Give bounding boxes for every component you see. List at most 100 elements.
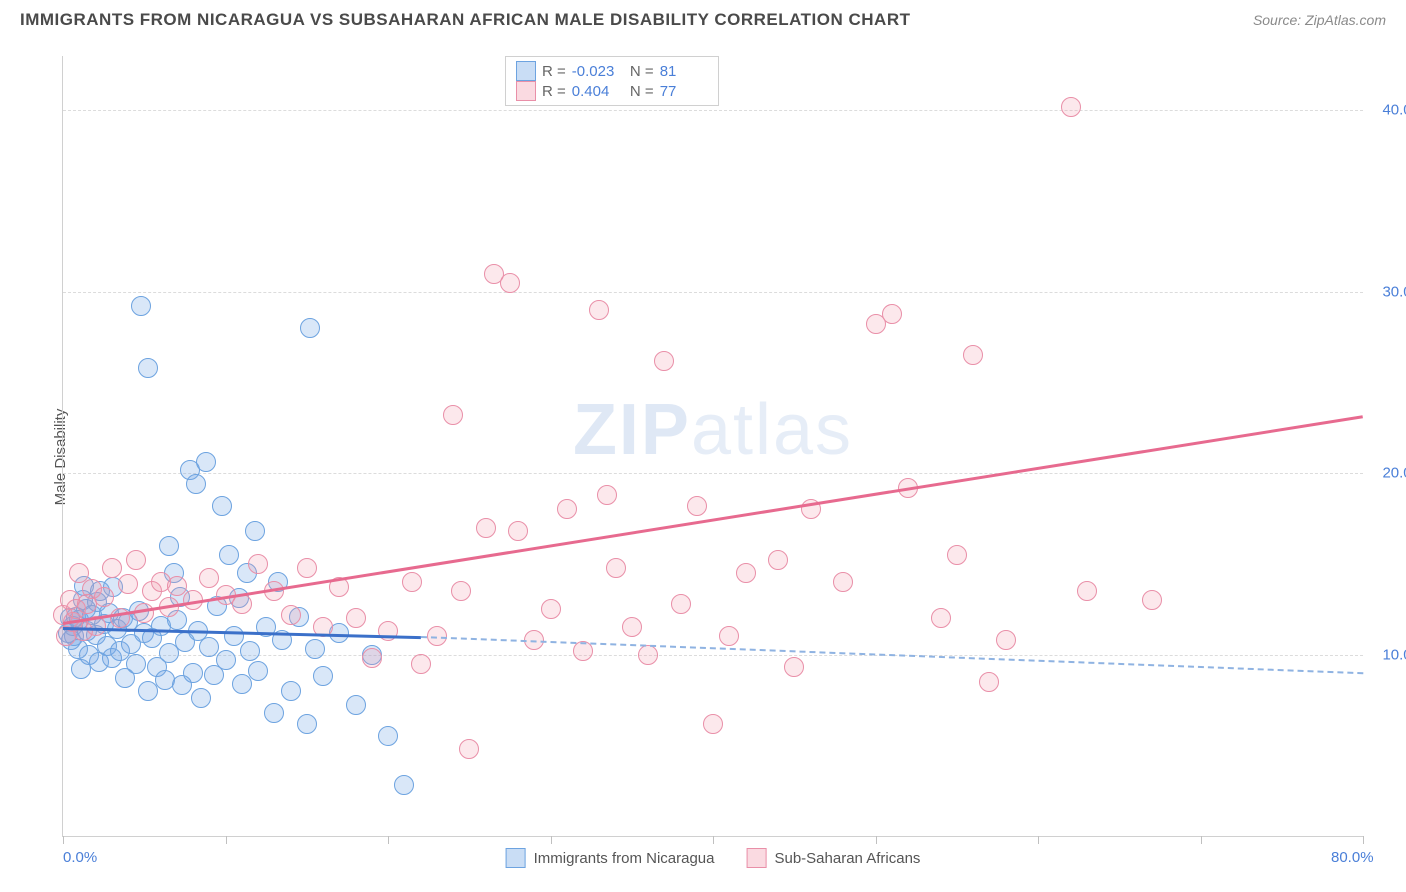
scatter-point [1077,581,1097,601]
watermark-atlas: atlas [691,390,853,470]
scatter-point [281,605,301,625]
chart-container: Male Disability ZIPatlas R = -0.023 N = … [20,42,1386,872]
scatter-point [719,626,739,646]
scatter-point [443,405,463,425]
x-tick [1038,836,1039,844]
scatter-point [402,572,422,592]
scatter-point [191,688,211,708]
scatter-point [248,554,268,574]
scatter-point [199,568,219,588]
scatter-point [671,594,691,614]
stats-n-pink: 77 [660,83,708,100]
scatter-point [931,608,951,628]
scatter-point [297,714,317,734]
stats-row-blue: R = -0.023 N = 81 [516,61,708,81]
scatter-point [541,599,561,619]
scatter-point [411,654,431,674]
scatter-point [102,558,122,578]
y-tick-label: 10.0% [1382,646,1406,663]
swatch-pink-icon [516,81,536,101]
legend-label-blue: Immigrants from Nicaragua [534,850,715,867]
x-tick [388,836,389,844]
scatter-point [508,521,528,541]
x-tick [1363,836,1364,844]
scatter-point [606,558,626,578]
scatter-point [138,681,158,701]
scatter-point [167,576,187,596]
scatter-point [451,581,471,601]
scatter-point [134,603,154,623]
x-tick [63,836,64,844]
x-tick [713,836,714,844]
source-label: Source: [1253,12,1301,28]
bottom-legend: Immigrants from Nicaragua Sub-Saharan Af… [506,848,921,868]
scatter-point [264,703,284,723]
scatter-point [94,587,114,607]
y-tick-label: 20.0% [1382,465,1406,482]
plot-area: ZIPatlas R = -0.023 N = 81 R = 0.404 N =… [62,56,1363,837]
scatter-point [394,775,414,795]
scatter-point [300,318,320,338]
stats-r-blue: -0.023 [572,63,620,80]
legend-label-pink: Sub-Saharan Africans [774,850,920,867]
scatter-point [224,626,244,646]
scatter-point [232,674,252,694]
legend-swatch-blue-icon [506,848,526,868]
scatter-point [622,617,642,637]
scatter-point [996,630,1016,650]
scatter-point [500,273,520,293]
x-tick [551,836,552,844]
scatter-point [833,572,853,592]
scatter-point [378,621,398,641]
scatter-point [212,496,232,516]
scatter-point [589,300,609,320]
gridline [63,110,1363,111]
chart-title: IMMIGRANTS FROM NICARAGUA VS SUBSAHARAN … [20,10,910,30]
chart-header: IMMIGRANTS FROM NICARAGUA VS SUBSAHARAN … [0,0,1406,36]
scatter-point [476,518,496,538]
scatter-point [703,714,723,734]
scatter-point [281,681,301,701]
x-tick [1201,836,1202,844]
x-tick-label: 0.0% [63,849,97,866]
watermark-zip: ZIP [573,390,691,470]
scatter-point [947,545,967,565]
scatter-point [183,663,203,683]
scatter-point [654,351,674,371]
swatch-blue-icon [516,61,536,81]
x-tick [226,836,227,844]
gridline [63,292,1363,293]
scatter-point [131,296,151,316]
scatter-point [216,650,236,670]
watermark: ZIPatlas [573,389,853,471]
correlation-stats-box: R = -0.023 N = 81 R = 0.404 N = 77 [505,56,719,106]
scatter-point [882,304,902,324]
scatter-point [297,558,317,578]
scatter-point [126,550,146,570]
stats-n-label: N = [626,63,654,80]
scatter-point [240,641,260,661]
source-attribution: Source: ZipAtlas.com [1253,12,1386,28]
scatter-point [736,563,756,583]
scatter-point [118,574,138,594]
scatter-point [687,496,707,516]
source-name: ZipAtlas.com [1305,12,1386,28]
stats-n-label-2: N = [626,83,654,100]
gridline [63,473,1363,474]
scatter-point [638,645,658,665]
scatter-point [378,726,398,746]
legend-item-blue: Immigrants from Nicaragua [506,848,715,868]
stats-r-pink: 0.404 [572,83,620,100]
scatter-point [557,499,577,519]
scatter-point [138,358,158,378]
scatter-point [346,695,366,715]
scatter-point [784,657,804,677]
stats-n-blue: 81 [660,63,708,80]
trend-line [63,415,1363,624]
x-tick-label: 80.0% [1331,849,1395,866]
scatter-point [768,550,788,570]
scatter-point [186,474,206,494]
scatter-point [196,452,216,472]
scatter-point [963,345,983,365]
scatter-point [126,654,146,674]
